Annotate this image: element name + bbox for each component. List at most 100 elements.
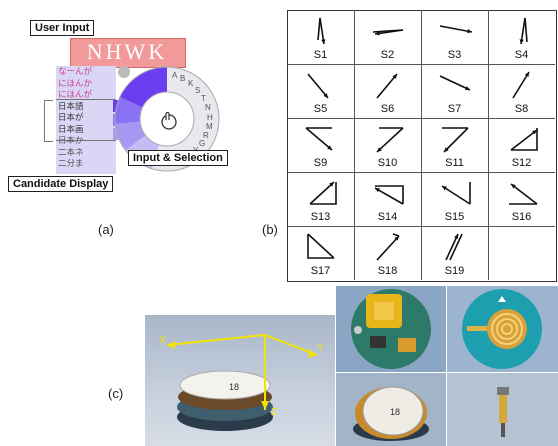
candidate-item[interactable]: なーんが (58, 67, 93, 77)
axis-z-label: Z (271, 407, 277, 418)
stroke-label: S10 (377, 157, 398, 169)
stroke-gesture-icon (309, 181, 337, 205)
stroke-cell-s16: S16 (488, 172, 555, 226)
stroke-gesture-icon (317, 17, 326, 45)
candidate-item[interactable]: 二分ま (58, 159, 84, 169)
stroke-cell-s13: S13 (287, 172, 354, 226)
grid-line (421, 10, 422, 280)
stroke-cell-empty (488, 226, 555, 280)
dial-letter: N (205, 103, 211, 112)
stroke-label: S18 (377, 265, 398, 277)
dial-letter: S (195, 86, 200, 95)
stroke-cell-s17: S17 (287, 226, 354, 280)
stroke-gesture-icon (307, 73, 329, 99)
stroke-gesture-icon (519, 17, 528, 45)
candidate-separator (56, 140, 116, 141)
candidate-separator (56, 99, 116, 100)
candidate-list (56, 66, 116, 174)
stroke-gesture-icon (376, 233, 400, 261)
stroke-cell-s18: S18 (354, 226, 421, 280)
stroke-gesture-icon (374, 185, 404, 205)
stroke-label: S15 (444, 211, 465, 223)
stroke-label: S7 (447, 103, 462, 115)
dial-letter: K (188, 79, 194, 88)
candidate-item[interactable]: 日本か (58, 136, 84, 146)
svg-text:18: 18 (229, 382, 239, 392)
stroke-gesture-icon (442, 127, 469, 153)
stroke-cell-s14: S14 (354, 172, 421, 226)
stroke-cell-s5: S5 (287, 64, 354, 118)
grid-line (287, 226, 555, 227)
stroke-gesture-icon (509, 183, 538, 205)
stroke-gesture-icon (445, 233, 463, 261)
stroke-cell-s3: S3 (421, 10, 488, 64)
stroke-label: S3 (447, 49, 462, 61)
stroke-cell-s1: S1 (287, 10, 354, 64)
stroke-cell-s11: S11 (421, 118, 488, 172)
dial-letter: H (207, 113, 213, 122)
dial-letter: G (199, 139, 205, 148)
candidate-item[interactable]: 日本が (58, 113, 84, 123)
stroke-gesture-icon (439, 25, 473, 34)
stroke-cell-s9: S9 (287, 118, 354, 172)
stroke-gesture-icon (439, 75, 471, 91)
candidate-group-bracket (44, 100, 53, 142)
stroke-label: S9 (313, 157, 328, 169)
svg-text:18: 18 (390, 407, 400, 417)
label-user-input: User Input (30, 20, 95, 36)
stroke-label: S13 (310, 211, 331, 223)
device-photo-sensor (447, 373, 558, 446)
stroke-cell-s19: S19 (421, 226, 488, 280)
hand-cursor-icon (161, 111, 177, 130)
stroke-cell-s15: S15 (421, 172, 488, 226)
stroke-label: S4 (514, 49, 529, 61)
candidate-item[interactable]: 二本ネ (58, 147, 84, 158)
stroke-label: S2 (380, 49, 395, 61)
dial-letter: T (201, 94, 206, 103)
stroke-label: S17 (310, 265, 331, 277)
grid-line (488, 10, 489, 280)
stroke-label: S16 (511, 211, 532, 223)
stroke-label: S14 (377, 211, 398, 223)
stroke-gesture-icon (305, 127, 333, 151)
device-photo-side: 18 (336, 373, 446, 446)
dial-letter: A (172, 71, 178, 80)
candidate-item[interactable]: にほんが (58, 90, 93, 100)
candidate-item[interactable]: 日本画 (58, 124, 84, 135)
stroke-cell-s6: S6 (354, 64, 421, 118)
stroke-gesture-icon (512, 71, 530, 99)
stroke-label: S6 (380, 103, 395, 115)
axis-x-label: X (159, 335, 166, 346)
dial-knob (118, 66, 130, 78)
candidate-item[interactable]: 日本語 (58, 101, 84, 112)
stroke-label: S19 (444, 265, 465, 277)
label-input-selection: Input & Selection (128, 150, 228, 166)
stroke-label: S1 (313, 49, 328, 61)
stroke-grid (287, 10, 557, 282)
caption-a: (a) (98, 222, 114, 237)
grid-line (287, 64, 555, 65)
stroke-label: S11 (445, 157, 464, 169)
stroke-label: S5 (313, 103, 328, 115)
grid-line (287, 172, 555, 173)
label-candidate-display: Candidate Display (8, 176, 114, 192)
caption-b: (b) (262, 222, 278, 237)
stroke-gesture-icon (376, 73, 398, 99)
stroke-cell-s2: S2 (354, 10, 421, 64)
stroke-gesture-icon (510, 128, 538, 151)
stroke-cell-s10: S10 (354, 118, 421, 172)
selection-dial[interactable]: AB KS TN HM RG Y (112, 64, 222, 174)
stroke-cell-s8: S8 (488, 64, 555, 118)
stroke-cell-s7: S7 (421, 64, 488, 118)
stroke-cell-s12: S12 (488, 118, 555, 172)
candidate-item[interactable]: にほんか (58, 78, 93, 89)
stroke-gesture-icon (503, 230, 543, 264)
stroke-label: S8 (514, 103, 529, 115)
dial-letter: B (180, 74, 185, 83)
caption-c: (c) (108, 386, 124, 401)
stroke-cell-s4: S4 (488, 10, 555, 64)
device-photo-main: 18 X Y Z (145, 315, 335, 446)
stroke-label: S12 (511, 157, 532, 169)
dial-letter: M (206, 122, 213, 131)
input-text: NHWK (86, 39, 168, 64)
